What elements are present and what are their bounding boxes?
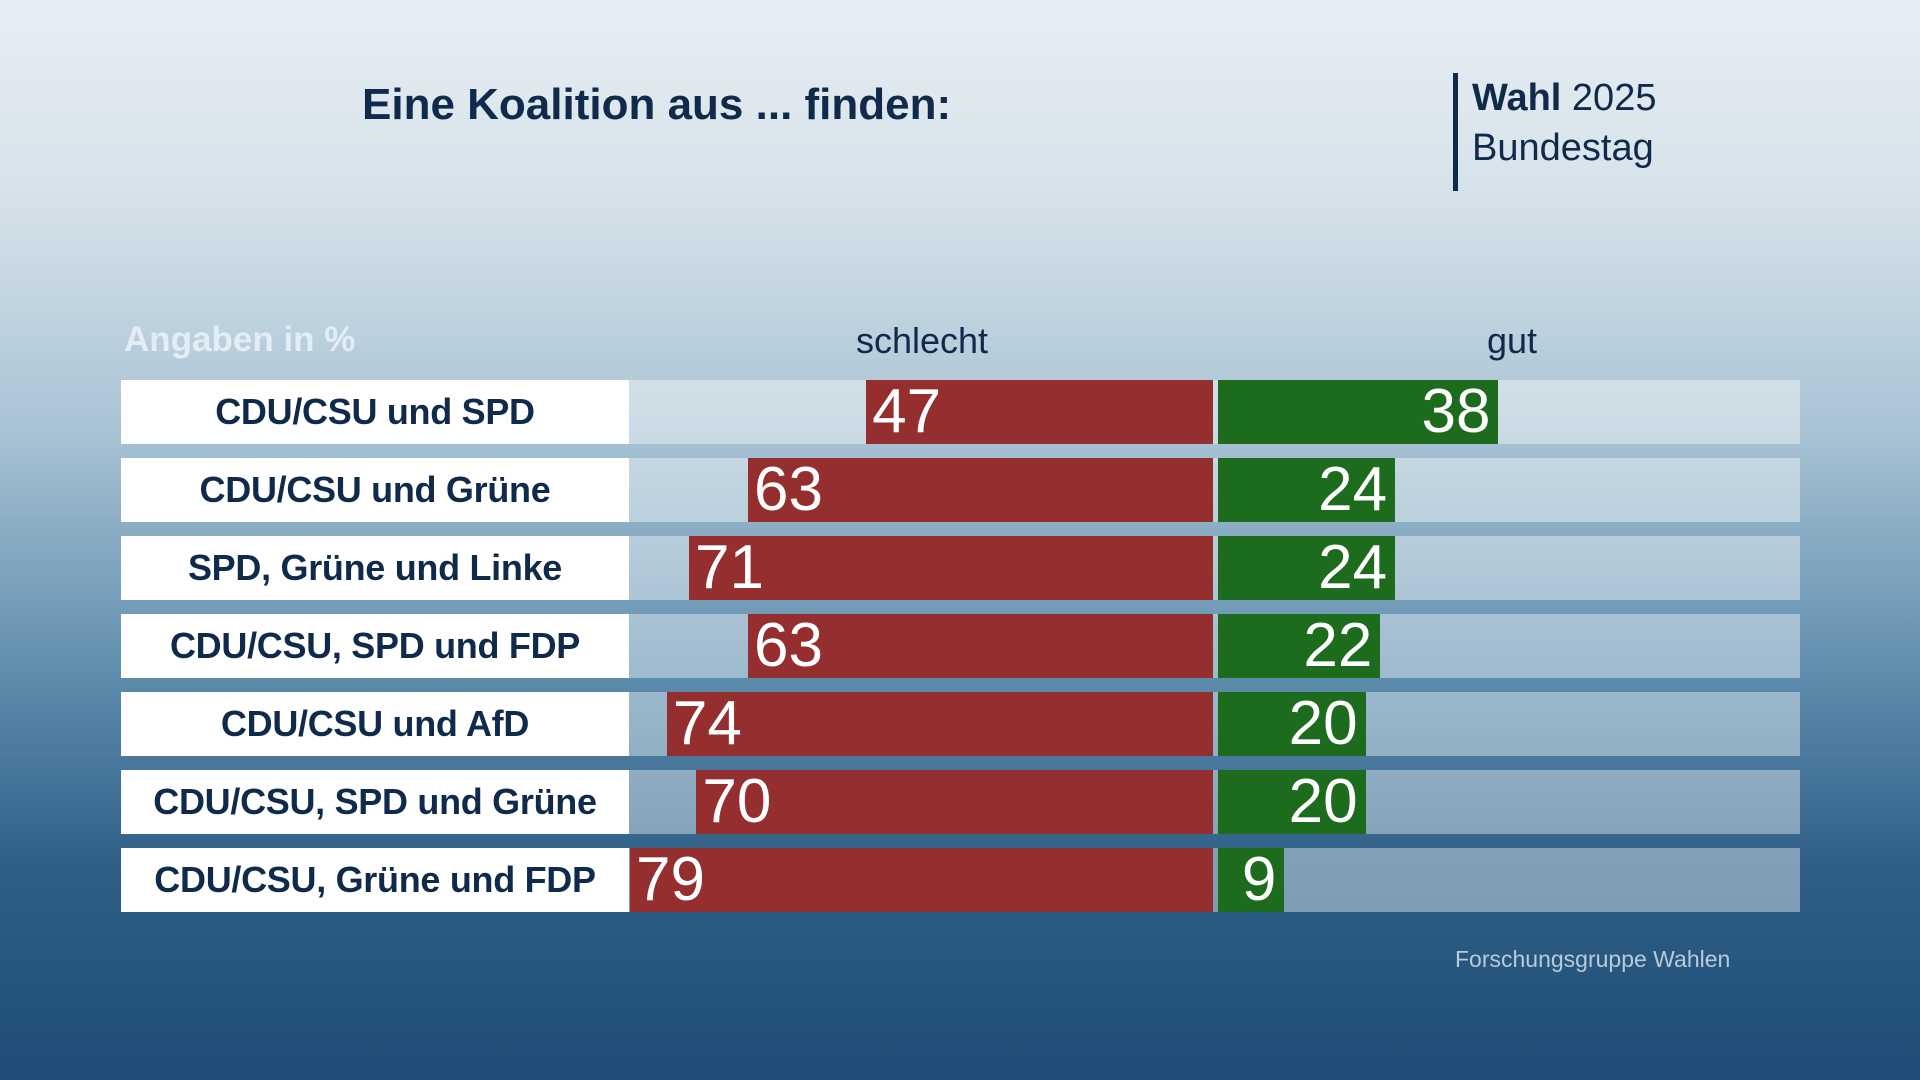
chart-row: SPD, Grüne und Linke 71 24: [121, 536, 1800, 600]
category-label: CDU/CSU und SPD: [121, 380, 629, 444]
legend-schlecht: schlecht: [855, 320, 989, 361]
brand-year: 2025: [1571, 77, 1657, 119]
bar-gut: 24: [1218, 458, 1396, 522]
election-brand: Wahl 2025 Bundestag: [1453, 73, 1656, 191]
chart-title: Eine Koalition aus ... finden:: [362, 80, 952, 129]
bar-gut: 20: [1218, 692, 1366, 756]
bar-schlecht: 47: [866, 380, 1213, 444]
bar-track: 63 24: [629, 458, 1800, 522]
bar-schlecht: 79: [629, 848, 1213, 912]
bar-track: 74 20: [629, 692, 1800, 756]
chart-row: CDU/CSU und AfD 74 20: [121, 692, 1800, 756]
chart-row: CDU/CSU, SPD und FDP 63 22: [121, 614, 1800, 678]
bar-gut: 38: [1218, 380, 1499, 444]
chart-row: CDU/CSU und SPD 47 38: [121, 380, 1800, 444]
bar-gut: 9: [1218, 848, 1285, 912]
bar-track: 47 38: [629, 380, 1800, 444]
bar-track: 79 9: [629, 848, 1800, 912]
bar-track: 71 24: [629, 536, 1800, 600]
bar-schlecht: 70: [696, 770, 1213, 834]
bar-gut: 20: [1218, 770, 1366, 834]
brand-sub: Bundestag: [1472, 127, 1654, 169]
bar-gut: 22: [1218, 614, 1381, 678]
bar-schlecht: 63: [748, 614, 1213, 678]
legend-gut: gut: [1486, 320, 1538, 361]
brand-bold: Wahl: [1472, 77, 1562, 119]
category-label: CDU/CSU und Grüne: [121, 458, 629, 522]
unit-label: Angaben in %: [124, 320, 356, 359]
bar-schlecht: 74: [666, 692, 1213, 756]
chart-row: CDU/CSU, Grüne und FDP 79 9: [121, 848, 1800, 912]
category-label: CDU/CSU und AfD: [121, 692, 629, 756]
bar-schlecht: 71: [689, 536, 1213, 600]
category-label: CDU/CSU, Grüne und FDP: [121, 848, 629, 912]
chart-row: CDU/CSU und Grüne 63 24: [121, 458, 1800, 522]
bar-schlecht: 63: [748, 458, 1213, 522]
chart-row: CDU/CSU, SPD und Grüne 70 20: [121, 770, 1800, 834]
category-label: CDU/CSU, SPD und FDP: [121, 614, 629, 678]
bar-track: 63 22: [629, 614, 1800, 678]
category-label: CDU/CSU, SPD und Grüne: [121, 770, 629, 834]
bar-track: 70 20: [629, 770, 1800, 834]
category-label: SPD, Grüne und Linke: [121, 536, 629, 600]
bar-gut: 24: [1218, 536, 1396, 600]
source-credit: Forschungsgruppe Wahlen: [1455, 946, 1731, 972]
